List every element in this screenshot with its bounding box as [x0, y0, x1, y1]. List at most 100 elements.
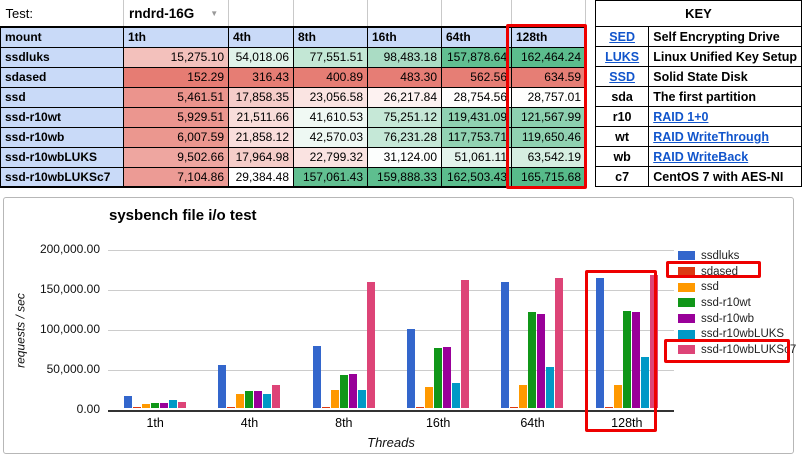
key-abbr-r10: r10	[594, 106, 650, 127]
bar-group-16th	[391, 250, 485, 408]
data-cell: 29,384.48	[228, 166, 294, 188]
data-cell: 5,461.51	[123, 86, 229, 108]
column-header-mount: mount	[0, 26, 124, 48]
data-cell: 7,104.86	[123, 166, 229, 188]
data-cell: 5,929.51	[123, 106, 229, 128]
key-abbr-sda: sda	[594, 86, 650, 107]
legend-swatch-icon	[678, 298, 695, 308]
key-header-row: KEY	[595, 0, 802, 27]
table-row: sdased 152.29 316.43 400.89 483.30 562.56 634.…	[0, 66, 586, 88]
legend-swatch-icon	[678, 314, 695, 324]
bar-group-1th	[108, 250, 202, 408]
data-cell: 157,061.43	[293, 166, 368, 188]
bar-sdased	[416, 407, 425, 408]
key-desc: Self Encrypting Drive	[648, 26, 802, 47]
data-cell: 17,858.35	[228, 86, 294, 108]
key-abbr-SSD[interactable]: SSD	[594, 66, 650, 87]
data-cell: 26,217.84	[367, 86, 442, 108]
data-cell: 159,888.33	[367, 166, 442, 188]
bar-ssd-r10wbLUKSc7	[178, 402, 187, 408]
bar-group-8th	[297, 250, 391, 408]
legend-label: ssd-r10wb	[701, 312, 755, 325]
y-tick-label: 100,000.00	[39, 322, 100, 336]
chart-panel[interactable]: sysbench file i/o test requests / sec 0.…	[3, 197, 796, 454]
legend-swatch-icon	[678, 251, 695, 261]
table-row: ssd-r10wb 6,007.59 21,858.12 42,570.03 76,23…	[0, 126, 586, 148]
bar-ssd	[330, 389, 339, 408]
bar-sdased	[604, 407, 613, 408]
x-tick-label: 64th	[520, 416, 545, 430]
legend-swatch-icon	[678, 345, 695, 355]
bar-ssd	[236, 393, 245, 408]
legend-entry-ssd-r10wb: ssd-r10wb	[678, 311, 796, 327]
bar-ssd-r10wb	[443, 347, 452, 408]
column-header-64th: 64th	[441, 26, 512, 48]
key-desc[interactable]: RAID WriteThrough	[648, 126, 802, 147]
key-desc[interactable]: RAID 1+0	[648, 106, 802, 127]
x-tick-label: 8th	[335, 416, 353, 430]
table-row: ssd-r10wbLUKS 9,502.66 17,964.98 22,799.32 3…	[0, 146, 586, 168]
data-cell: 157,878.64	[441, 46, 512, 68]
key-abbr-SED[interactable]: SED	[594, 26, 650, 47]
legend-swatch-icon	[678, 329, 695, 339]
data-cell: 152.29	[123, 66, 229, 88]
data-cell: 117,753.71	[441, 126, 512, 148]
bar-ssd	[613, 385, 622, 408]
bar-ssd-r10wbLUKS	[640, 357, 649, 408]
key-desc[interactable]: RAID WriteBack	[648, 146, 802, 167]
data-cell: 400.89	[293, 66, 368, 88]
data-cell: 162,464.24	[511, 46, 586, 68]
table-row: ssd-r10wt 5,929.51 21,511.66 41,610.53 75,25…	[0, 106, 586, 128]
legend-label: ssd-r10wbLUKSc7	[701, 343, 797, 356]
key-row: SED Self Encrypting Drive	[594, 26, 802, 47]
bar-group-64th	[485, 250, 579, 408]
dropdown-arrow-icon: ▼	[210, 8, 219, 18]
legend-entry-ssd-r10wt: ssd-r10wt	[678, 295, 796, 311]
results-table: Test: rndrd-16G ▼ mount 1th 4th 8th 16th 64th 1…	[0, 0, 586, 188]
key-abbr-wt: wt	[594, 126, 650, 147]
bar-ssdluks	[595, 278, 604, 408]
bar-group-4th	[202, 250, 296, 408]
x-axis-title: Threads	[367, 435, 415, 450]
legend-entry-ssd: ssd	[678, 279, 796, 295]
key-row: r10 RAID 1+0	[594, 106, 802, 127]
x-tick-label: 16th	[425, 416, 451, 430]
legend-entry-sdased: sdased	[678, 264, 796, 280]
data-cell: 22,799.32	[293, 146, 368, 168]
bar-sdased	[227, 407, 236, 408]
bar-group-128th	[580, 250, 674, 408]
data-cell: 76,231.28	[367, 126, 442, 148]
bar-ssd-r10wb	[348, 373, 357, 408]
key-abbr-c7: c7	[594, 166, 650, 187]
row-header-ssd-r10wbLUKSc7: ssd-r10wbLUKSc7	[0, 166, 124, 188]
row-header-ssd: ssd	[0, 86, 124, 108]
bar-ssd-r10wt	[434, 347, 443, 408]
test-row: Test: rndrd-16G ▼	[0, 0, 586, 28]
data-cell: 21,858.12	[228, 126, 294, 148]
test-selector[interactable]: rndrd-16G ▼	[123, 0, 229, 28]
table-row: ssd-r10wbLUKSc7 7,104.86 29,384.48 157,061.…	[0, 166, 586, 188]
bar-ssdluks	[124, 395, 133, 408]
x-tick-label: 128th	[611, 416, 643, 430]
bar-ssd-r10wt	[151, 403, 160, 408]
data-cell: 28,757.01	[511, 86, 586, 108]
data-cell: 316.43	[228, 66, 294, 88]
test-label: Test:	[0, 0, 124, 28]
chart-legend: ssdluks sdased ssd ssd-r10wt ssd-r10wb ssd-r1…	[678, 248, 796, 358]
data-cell: 75,251.12	[367, 106, 442, 128]
empty-cell	[293, 0, 368, 28]
bar-ssd-r10wbLUKSc7	[366, 282, 375, 408]
bar-ssd-r10wbLUKSc7	[555, 278, 564, 408]
data-cell: 98,483.18	[367, 46, 442, 68]
key-abbr-LUKS[interactable]: LUKS	[594, 46, 650, 67]
key-row: sda The first partition	[594, 86, 802, 107]
plot-area	[108, 250, 674, 412]
bar-ssd	[142, 403, 151, 408]
bar-ssd-r10wt	[339, 374, 348, 408]
legend-swatch-icon	[678, 282, 695, 292]
data-cell: 634.59	[511, 66, 586, 88]
x-tick-label: 1th	[146, 416, 164, 430]
bar-ssd-r10wbLUKS	[169, 400, 178, 408]
gridline	[108, 290, 674, 291]
data-cell: 15,275.10	[123, 46, 229, 68]
